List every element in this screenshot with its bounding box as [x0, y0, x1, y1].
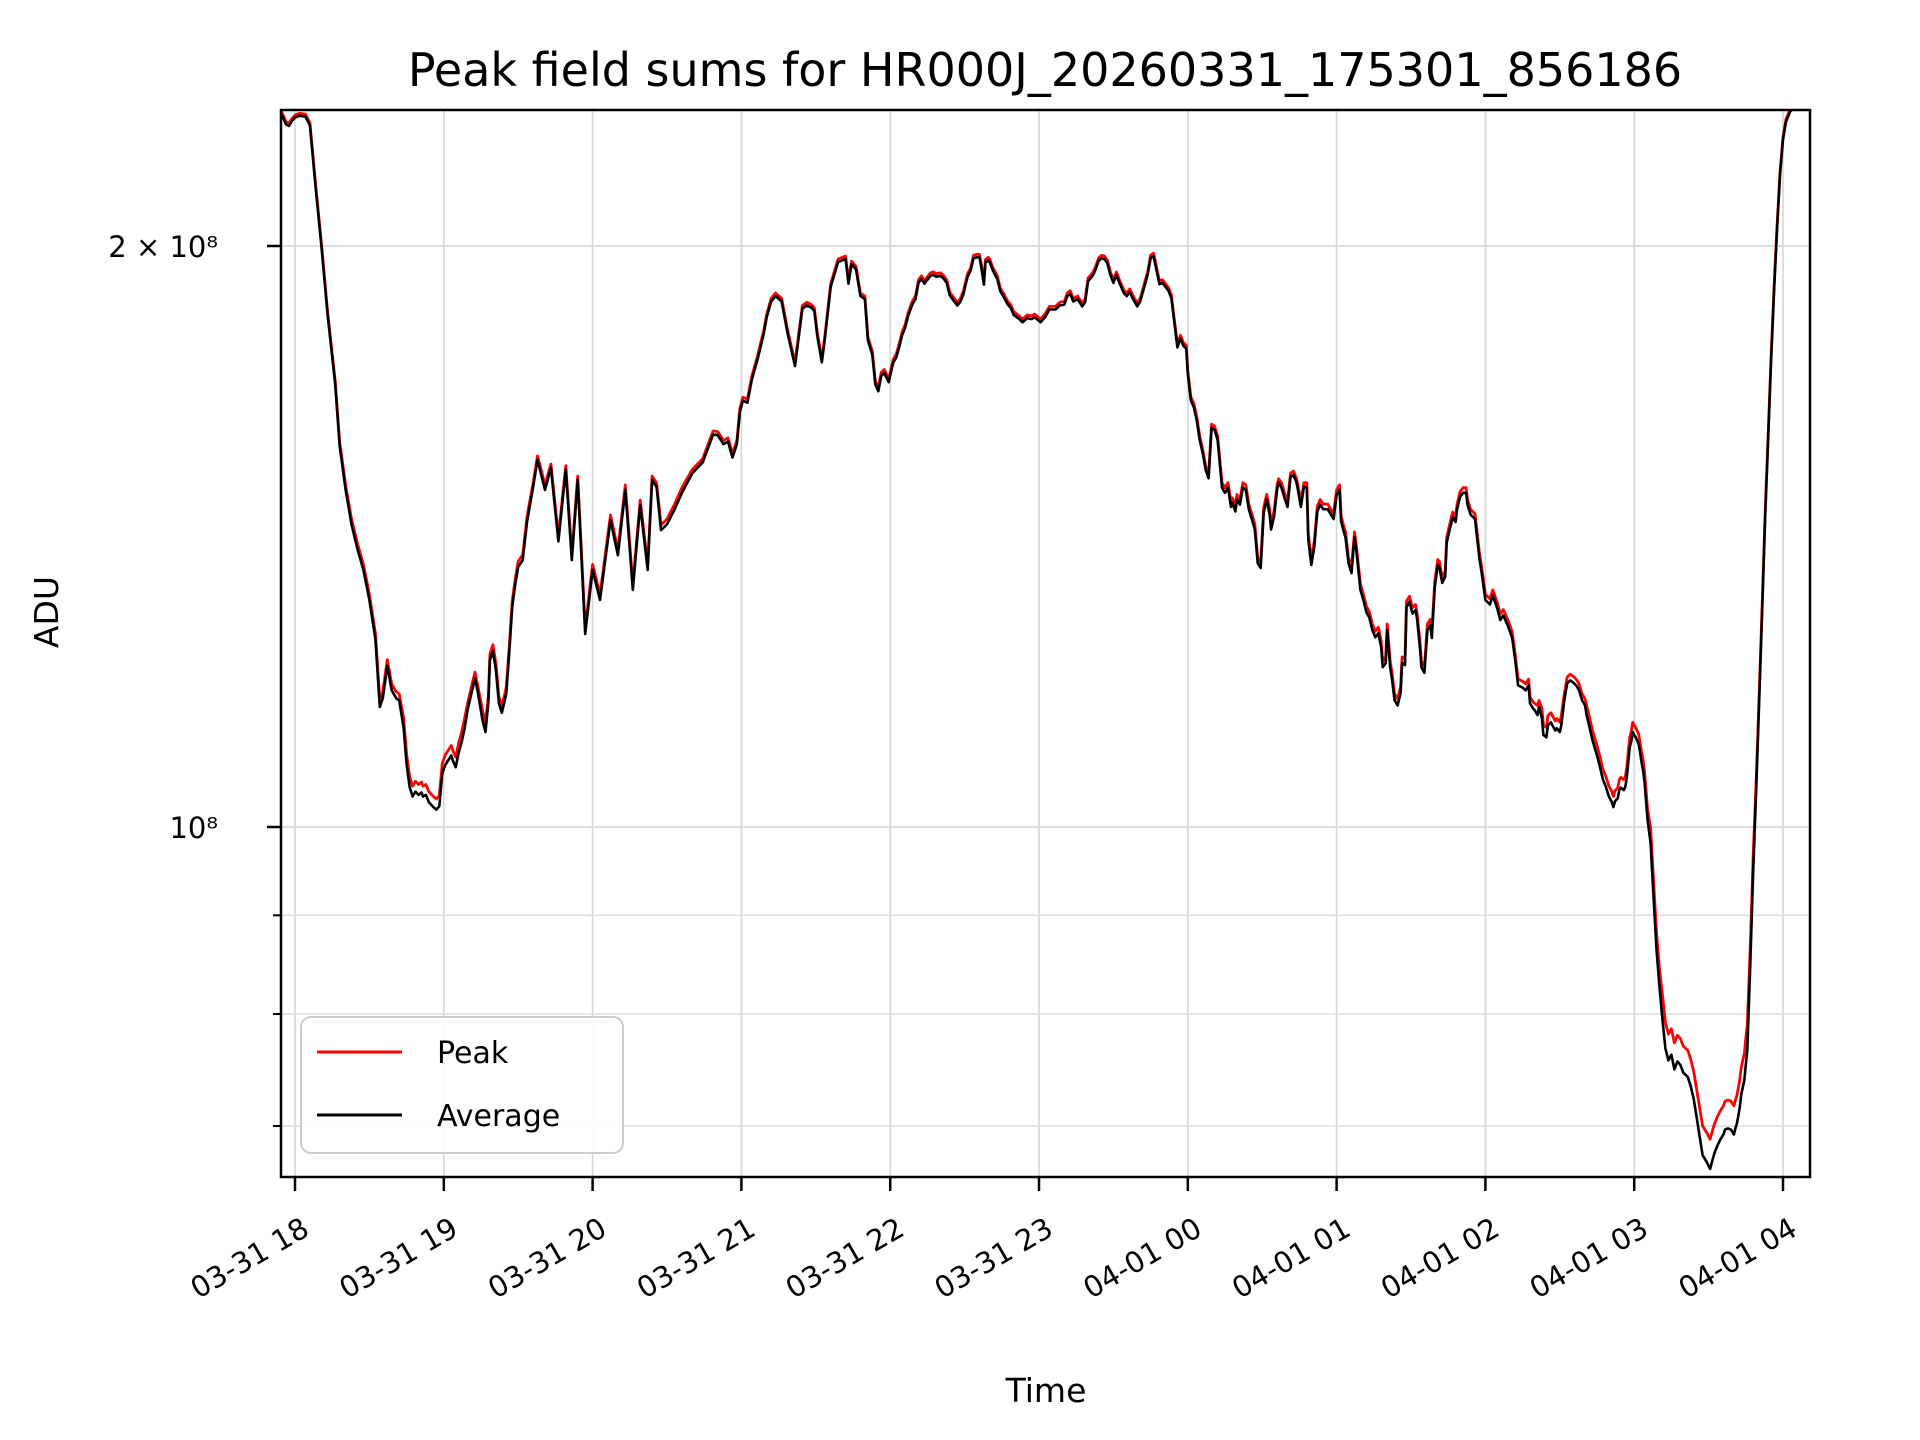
y-tick-label-1e8: 10⁸ [169, 811, 218, 845]
x-axis-label: Time [1005, 1371, 1087, 1410]
y-tick-label-2e8: 2 × 10⁸ [108, 230, 218, 264]
chart-title: Peak field sums for HR000J_20260331_1753… [408, 43, 1682, 97]
legend-average-label: Average [437, 1099, 560, 1134]
average-series-line [281, 110, 1794, 1171]
legend-peak-label: Peak [437, 1036, 509, 1071]
series [281, 110, 1794, 1171]
plot-frame [279, 108, 1812, 1179]
plot-background [281, 110, 1810, 1177]
grid [281, 110, 1810, 1177]
y-axis-label: ADU [27, 576, 66, 648]
legend: Peak Average [300, 1016, 624, 1154]
axis-ticks [267, 244, 1785, 1191]
